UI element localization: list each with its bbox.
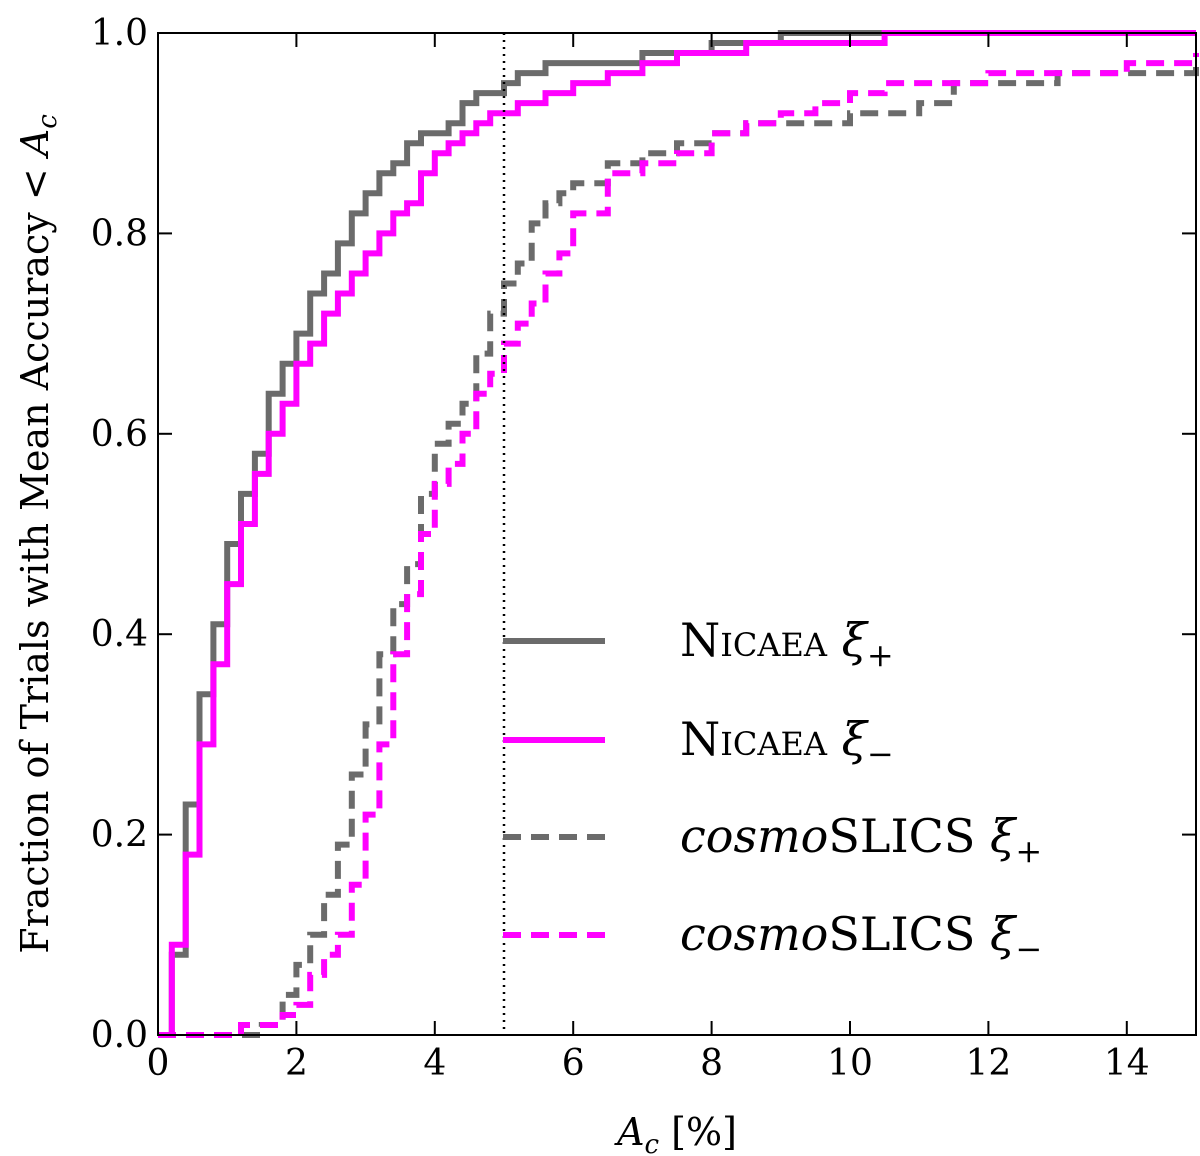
y-tick-label: 1.0 bbox=[91, 13, 148, 54]
x-tick-label: 4 bbox=[423, 1043, 446, 1084]
x-axis-label: Ac [%] bbox=[614, 1110, 737, 1156]
plot-frame bbox=[157, 32, 1197, 1036]
x-tick-label: 10 bbox=[827, 1043, 873, 1084]
x-tick-label: 8 bbox=[700, 1043, 723, 1084]
series-layer bbox=[158, 30, 1199, 1038]
series-line-3 bbox=[158, 53, 1199, 1038]
legend-label-cosmoslics-xi-plus: cosmoSLICS ξ+ bbox=[680, 809, 1042, 870]
series-line-2 bbox=[158, 63, 1199, 1038]
x-tick-label: 2 bbox=[285, 1043, 308, 1084]
series-line-1 bbox=[158, 30, 1196, 1038]
y-axis-label: Fraction of Trials with Mean Accuracy < … bbox=[13, 114, 63, 954]
x-tick-label: 6 bbox=[562, 1043, 585, 1084]
y-tick-label: 0.2 bbox=[91, 815, 148, 856]
x-tick-label: 0 bbox=[147, 1043, 170, 1084]
legend-label-nicaea-xi-minus: Nicaea ξ− bbox=[680, 712, 894, 773]
plot-area bbox=[158, 33, 1196, 1035]
x-tick-label: 14 bbox=[1104, 1043, 1150, 1084]
y-tick-label: 0.6 bbox=[91, 414, 148, 455]
legend: Nicaea ξ+ Nicaea ξ− cosmoSLICS ξ+ cosmoS… bbox=[503, 613, 1042, 968]
ticks-layer: 0 2 4 6 8 10 12 14 0.0 0.2 0.4 0.6 0.8 1.0 bbox=[91, 13, 1196, 1084]
y-tick-label: 0.0 bbox=[91, 1015, 148, 1056]
legend-label-cosmoslics-xi-minus: cosmoSLICS ξ− bbox=[680, 907, 1042, 968]
legend-label-nicaea-xi-plus: Nicaea ξ+ bbox=[680, 613, 894, 674]
x-tick-label: 12 bbox=[965, 1043, 1011, 1084]
y-tick-label: 0.4 bbox=[91, 614, 148, 655]
y-tick-label: 0.8 bbox=[91, 213, 148, 254]
